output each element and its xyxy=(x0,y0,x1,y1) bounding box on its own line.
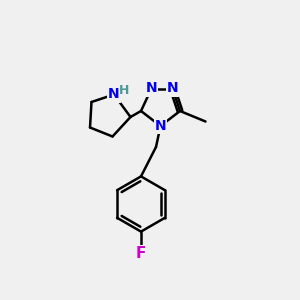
Text: F: F xyxy=(136,246,146,261)
Text: N: N xyxy=(108,88,120,101)
Text: N: N xyxy=(155,119,166,133)
Text: H: H xyxy=(118,83,129,97)
Text: N: N xyxy=(146,82,157,95)
Text: N: N xyxy=(167,82,178,95)
